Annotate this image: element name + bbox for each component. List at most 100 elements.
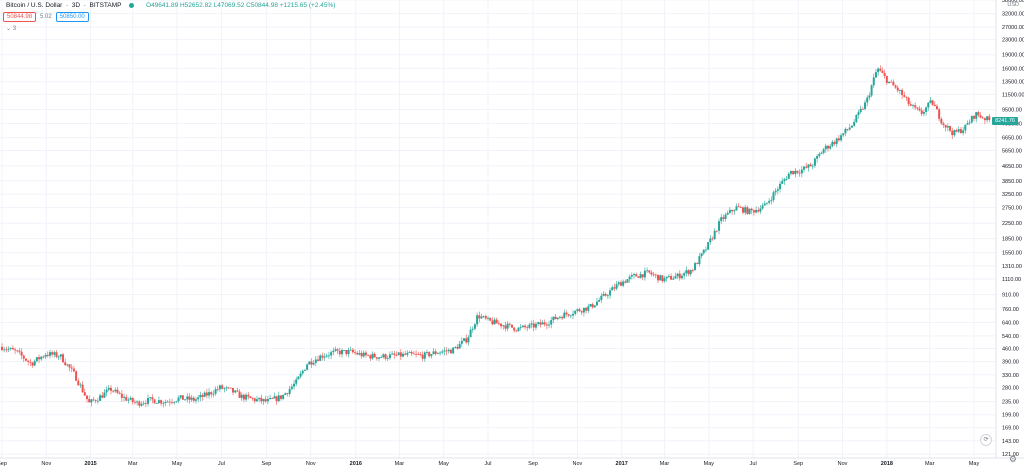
candle-body — [866, 97, 869, 103]
sell-button[interactable]: 50844.98 — [3, 12, 37, 22]
candle-body — [574, 310, 577, 314]
candle-body — [824, 145, 827, 150]
candle-body — [293, 383, 296, 387]
candle-body — [510, 324, 513, 328]
scroll-to-realtime-icon[interactable]: ⟳ — [980, 434, 992, 446]
candle-body — [214, 389, 217, 394]
candle-body — [476, 315, 479, 325]
candle-body — [942, 123, 945, 125]
candle-body — [504, 325, 507, 329]
x-tick-label: May — [438, 461, 449, 467]
candle-body — [471, 328, 474, 330]
candle-body — [227, 387, 230, 389]
candle-body — [439, 352, 442, 354]
candle-body — [336, 349, 339, 351]
candle-body — [406, 352, 409, 355]
y-tick-label: 4650.00 — [1002, 164, 1022, 170]
candle-body — [96, 400, 99, 402]
candle-body — [85, 395, 88, 400]
candle-body — [587, 306, 590, 311]
candle-body — [190, 397, 193, 400]
candle-body — [704, 249, 707, 251]
candle-body — [467, 337, 470, 343]
y-tick-label: 23000.00 — [1002, 38, 1024, 44]
candle-body — [892, 81, 895, 86]
candle-body — [484, 316, 487, 319]
candle-body — [225, 387, 228, 389]
candle-body — [776, 189, 779, 191]
candle-body — [968, 122, 971, 124]
candle-body — [338, 350, 341, 355]
candle-body — [768, 200, 771, 203]
candle-body — [918, 108, 921, 111]
x-tick-label: Sep — [793, 461, 803, 467]
candle-body — [700, 253, 703, 257]
candle-body — [665, 276, 668, 279]
y-tick-label: 121.00 — [1002, 452, 1019, 458]
candle-body — [164, 402, 167, 403]
candle-body — [931, 100, 934, 105]
candle-body — [399, 352, 402, 357]
candle-body — [615, 284, 618, 289]
candle-body — [855, 115, 858, 122]
y-tick-label: 760.00 — [1002, 307, 1019, 313]
candle-body — [92, 399, 95, 401]
candle-body — [463, 338, 466, 341]
candle-body — [927, 102, 930, 108]
y-tick-label: 390.00 — [1002, 360, 1019, 366]
last-price-tag: 8241.76 — [992, 116, 1018, 125]
candle-body — [663, 278, 666, 282]
candle-body — [282, 394, 285, 399]
symbol-title[interactable]: Bitcoin / U.S. Dollar — [6, 2, 63, 9]
candle-body — [722, 217, 725, 219]
candle-body — [879, 68, 882, 71]
candle-body — [569, 315, 572, 317]
candle-body — [617, 282, 620, 285]
candle-body — [186, 396, 189, 400]
candle-body — [221, 385, 224, 389]
candle-body — [223, 388, 226, 390]
candle-body — [423, 352, 426, 359]
buy-button[interactable]: 50850.00 — [55, 12, 89, 22]
candle-body — [805, 166, 808, 168]
gear-icon[interactable]: ⚙ — [1008, 454, 1017, 464]
candle-body — [798, 172, 801, 174]
candle-body — [534, 323, 537, 328]
candle-body — [890, 81, 893, 83]
y-tick-label: 2250.00 — [1002, 221, 1022, 227]
candle-body — [657, 274, 660, 281]
candle-body — [482, 316, 485, 317]
candle-body — [748, 208, 751, 214]
y-tick-label: 460.00 — [1002, 347, 1019, 353]
candle-body — [543, 322, 546, 325]
candle-body — [602, 293, 605, 296]
candle-body — [35, 357, 38, 362]
candle-body — [885, 76, 888, 84]
candle-body — [641, 274, 644, 278]
candle-body — [434, 351, 437, 354]
candle-body — [850, 125, 853, 128]
candle-body — [378, 357, 381, 359]
candle-body — [837, 138, 840, 141]
candle-body — [914, 105, 917, 108]
interval-label[interactable]: 3D — [71, 2, 81, 9]
candle-body — [635, 274, 638, 277]
candle-body — [696, 263, 699, 265]
currency-label: USD — [1007, 2, 1019, 8]
candle-body — [624, 281, 627, 283]
candle-body — [127, 399, 130, 401]
candle-body — [685, 270, 688, 274]
y-tick-label: 6650.00 — [1002, 136, 1022, 142]
y-tick-label: 19000.00 — [1002, 53, 1024, 59]
candle-body — [561, 316, 564, 319]
candle-body — [724, 214, 727, 219]
indicators-toggle[interactable]: ⌄ 3 — [6, 25, 16, 32]
candle-body — [354, 352, 357, 354]
x-tick-label: May — [172, 461, 183, 467]
candle-body — [388, 354, 391, 359]
candle-body — [938, 109, 941, 119]
candle-body — [977, 112, 980, 116]
candle-body — [160, 400, 163, 404]
candle-body — [757, 210, 760, 212]
